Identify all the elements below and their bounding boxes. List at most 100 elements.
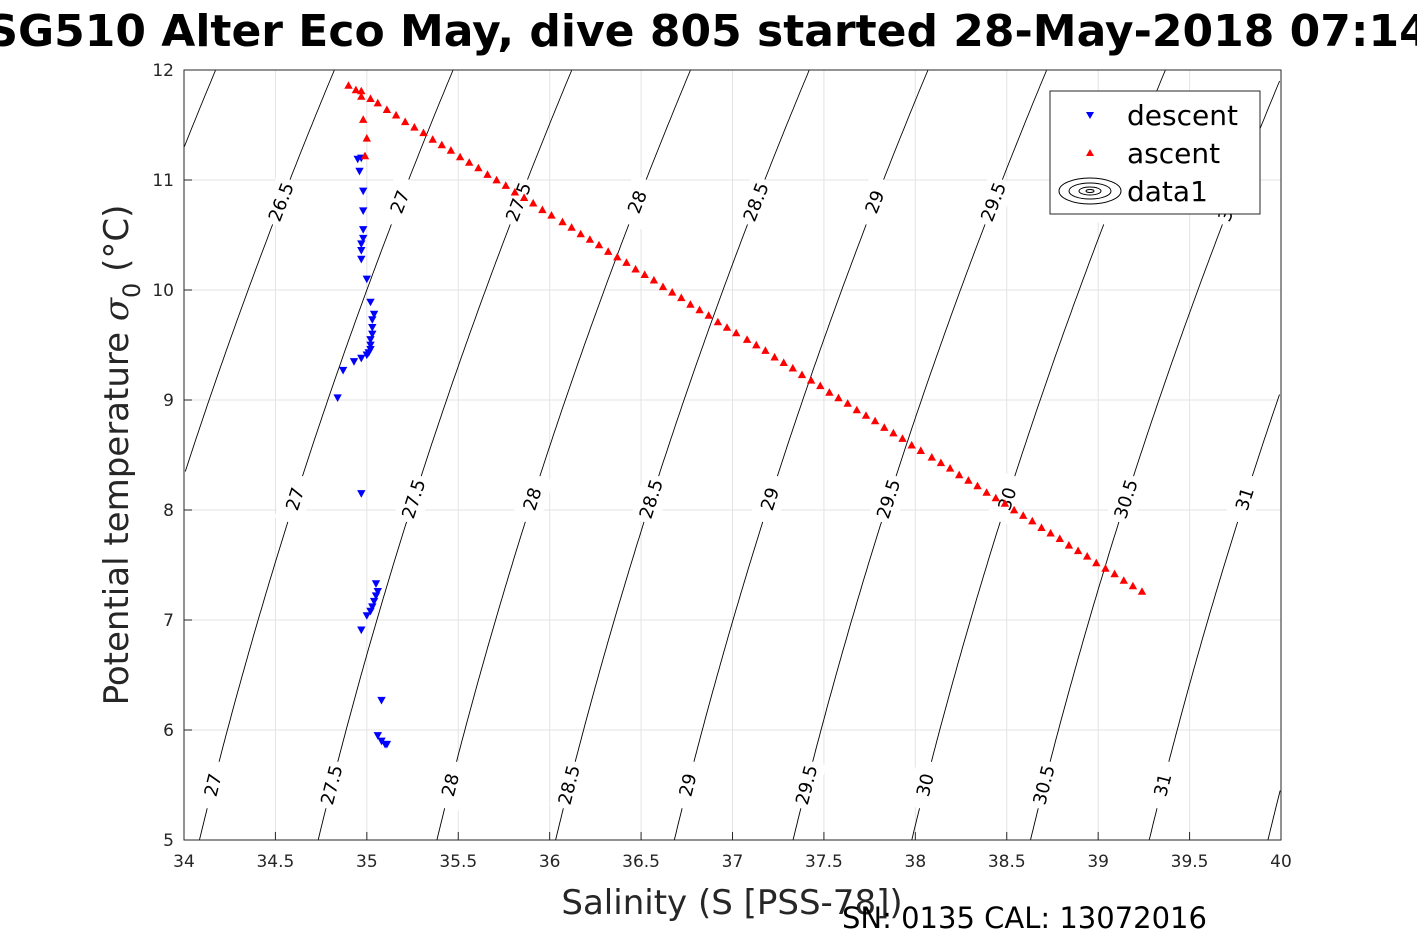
ascent-point: [519, 193, 529, 201]
y-tick-label: 10: [152, 281, 174, 301]
y-tick-label: 8: [163, 501, 174, 521]
descent-point: [362, 351, 371, 360]
descent-point: [359, 226, 368, 234]
x-tick-label: 36.5: [622, 852, 660, 872]
x-tick-label: 37.5: [805, 852, 843, 872]
contour-line: [1267, 790, 1281, 841]
ascent-point: [1019, 511, 1028, 519]
ascent-point: [558, 217, 567, 226]
descent-point: [373, 588, 382, 596]
ascent-point: [1064, 541, 1074, 549]
x-tick-label: 34.5: [256, 852, 294, 872]
x-tick-label: 39.5: [1171, 852, 1209, 872]
ascent-point: [401, 117, 410, 126]
contour-label-bg: [1143, 758, 1183, 812]
contour-label-bg: [1224, 471, 1266, 527]
legend-contour-icon: [1058, 177, 1122, 205]
descent-point: [349, 358, 359, 366]
ascent-point: [382, 105, 392, 113]
ascent-point: [1083, 552, 1092, 560]
contour-label-bg: [749, 471, 791, 527]
contour-label-bg: [734, 174, 778, 230]
ascent-point: [1028, 516, 1037, 525]
y-axis-ticks: 5 6 7 8 9 10 11 12: [152, 61, 192, 851]
ascent-point: [889, 428, 898, 437]
ascent-point: [704, 311, 713, 319]
descent-point: [355, 167, 364, 176]
y-axis-label-symbol: σ: [97, 297, 137, 321]
x-tick-label: 39: [1087, 852, 1109, 872]
contour-label-bg: [193, 758, 233, 812]
ascent-point: [547, 211, 556, 219]
ascent-point: [927, 453, 936, 461]
descent-point: [357, 354, 366, 363]
ascent-point: [752, 340, 761, 349]
ascent-point: [1110, 569, 1119, 578]
ascent-point: [604, 247, 613, 255]
ascent-point: [668, 288, 677, 296]
ascent-point: [357, 92, 366, 100]
descent-point: [359, 234, 368, 243]
ascent-point: [631, 264, 640, 273]
ascent-point: [613, 252, 622, 261]
legend: descent ascent data1: [1049, 90, 1261, 215]
series-ascent: [344, 81, 1147, 595]
ascent-point: [870, 416, 880, 425]
ascent-point: [362, 134, 371, 142]
descent-point: [362, 275, 371, 284]
descent-point: [359, 187, 368, 196]
ascent-point: [437, 140, 446, 149]
y-tick-label: 9: [163, 391, 174, 411]
ascent-point: [677, 293, 686, 302]
ascent-point: [360, 151, 370, 160]
ascent-point: [622, 258, 631, 266]
ascent-point: [713, 317, 723, 326]
x-tick-label: 35: [356, 852, 378, 872]
descent-point: [373, 732, 382, 740]
descent-point: [382, 740, 392, 749]
contour-label-bg: [971, 174, 1016, 230]
legend-data1-label: data1: [1127, 175, 1208, 208]
calibration-footer: SN: 0135 CAL: 13072016: [842, 901, 1207, 935]
ascent-point: [852, 405, 861, 414]
descent-point: [377, 696, 386, 705]
y-tick-label: 6: [163, 721, 174, 741]
descent-point: [368, 330, 377, 339]
ascent-point: [1055, 534, 1064, 542]
contour-line: [183, 69, 217, 148]
ascent-point: [538, 205, 547, 214]
ascent-point: [359, 115, 368, 123]
ascent-point: [576, 229, 585, 238]
contour-label-bg: [393, 471, 435, 527]
ascent-point: [455, 152, 465, 161]
y-axis-label-unit: (°C): [97, 205, 137, 283]
ascent-point: [428, 135, 437, 143]
x-tick-label: 37: [722, 852, 744, 872]
ascent-point: [1009, 505, 1019, 514]
x-axis-ticks: 34 34.5 35 35.5 36 36.5 37 37.5 38 38.5 39 39.5 40: [173, 832, 1292, 872]
ascent-point: [742, 335, 752, 343]
ascent-point: [1137, 587, 1147, 595]
descent-point: [369, 597, 379, 606]
ascent-point: [955, 470, 964, 479]
ascent-point: [907, 440, 916, 449]
legend-descent-label: descent: [1127, 99, 1238, 132]
contour-label-bg: [511, 471, 554, 527]
descent-point: [366, 341, 375, 350]
ascent-point: [1000, 499, 1010, 507]
ascent-point: [1046, 528, 1055, 537]
ascent-point: [1101, 564, 1110, 572]
legend-ascent-label: ascent: [1127, 137, 1220, 170]
descent-point: [333, 394, 342, 402]
contour-label-bg: [312, 758, 352, 812]
ascent-point: [686, 300, 695, 308]
ascent-point: [492, 175, 501, 184]
ascent-point: [501, 181, 510, 189]
ascent-point: [529, 198, 538, 207]
ascent-point: [410, 123, 419, 131]
descent-point: [368, 324, 377, 332]
ascent-point: [898, 434, 907, 442]
legend-ascent-marker: [1086, 149, 1094, 156]
ascent-point: [880, 423, 889, 431]
